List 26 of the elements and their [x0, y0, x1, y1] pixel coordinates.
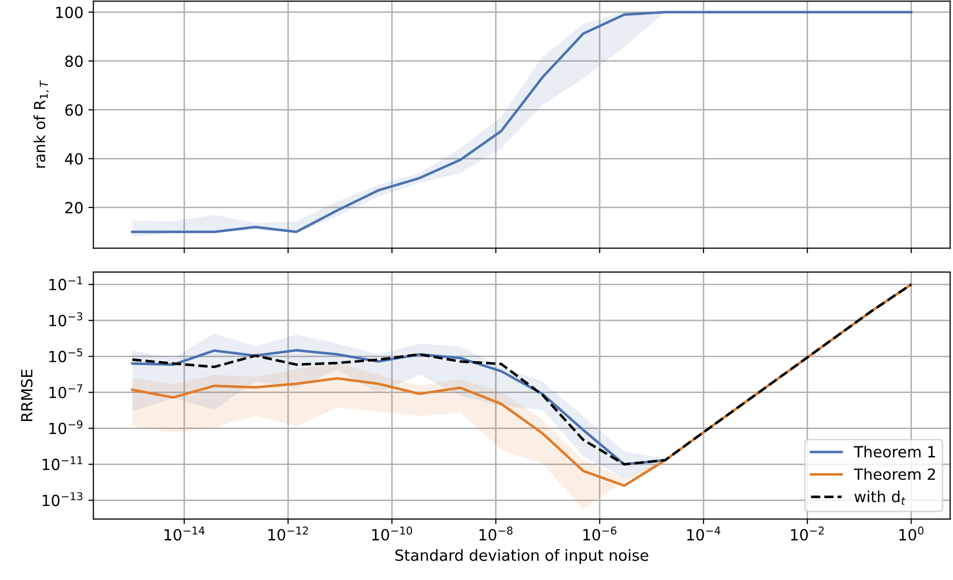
x-tick-label: 10$^{−2}$ [791, 526, 824, 541]
legend-label: Theorem 1 [854, 446, 935, 458]
y-tick-label: 80 [65, 55, 83, 67]
x-tick-label: 10$^{−6}$ [583, 526, 616, 541]
y-tick-label: 20 [65, 202, 83, 214]
x-tick-label: 10$^{−10}$ [372, 526, 412, 541]
y-tick-label: 10$^{−7}$ [49, 384, 82, 398]
x-tick-label: 10$^{0}$ [899, 526, 924, 541]
y-tick-label: 10$^{−1}$ [49, 276, 82, 290]
y-axis-title: RRMSE [20, 370, 33, 421]
y-tick-label: 10$^{−5}$ [49, 348, 82, 362]
legend-label: with d$_{t}$ [854, 490, 906, 505]
x-tick-label: 10$^{−4}$ [687, 526, 720, 541]
x-tick-label: 10$^{−8}$ [480, 526, 512, 541]
legend-label: Theorem 2 [854, 468, 935, 480]
x-axis-title: Standard deviation of input noise [395, 549, 648, 564]
y-tick-label: 10$^{−9}$ [49, 420, 82, 434]
y-tick-label: 10$^{−13}$ [42, 492, 82, 506]
y-tick-label: 100 [56, 6, 83, 18]
x-tick-label: 10$^{−12}$ [268, 526, 308, 541]
x-tick-label: 10$^{−14}$ [164, 526, 204, 541]
y-tick-label: 10$^{−11}$ [42, 456, 82, 470]
y-tick-label: 60 [65, 104, 83, 116]
y-tick-label: 40 [64, 153, 83, 165]
y-tick-label: 10$^{−3}$ [49, 312, 82, 326]
y-axis-title: rank of R$_{1,T}$ [34, 80, 49, 168]
